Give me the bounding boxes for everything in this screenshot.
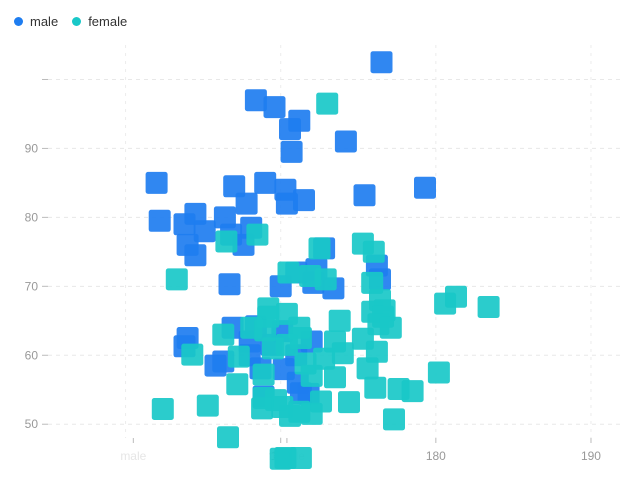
point-female[interactable]	[316, 92, 339, 115]
point-female[interactable]	[226, 373, 249, 396]
point-female[interactable]	[252, 363, 275, 386]
y-tick-label: 90	[25, 141, 39, 155]
point-male[interactable]	[193, 220, 216, 243]
point-female[interactable]	[328, 309, 351, 332]
point-male[interactable]	[414, 176, 436, 199]
legend: male female	[14, 14, 141, 29]
point-male[interactable]	[254, 171, 277, 194]
point-female[interactable]	[313, 347, 336, 370]
point-female[interactable]	[338, 391, 360, 414]
point-female[interactable]	[251, 397, 274, 420]
x-axis: 170180190malefemale	[120, 438, 601, 463]
point-female[interactable]	[364, 376, 387, 399]
point-female[interactable]	[215, 230, 238, 253]
data-points	[145, 51, 500, 470]
point-male[interactable]	[334, 130, 357, 153]
y-tick-label: 80	[25, 210, 39, 224]
point-male[interactable]	[263, 96, 286, 119]
point-female[interactable]	[254, 319, 277, 342]
point-female[interactable]	[165, 268, 188, 291]
y-tick-label: 70	[25, 279, 39, 293]
point-male[interactable]	[244, 89, 267, 112]
point-male[interactable]	[145, 171, 168, 194]
point-female[interactable]	[300, 364, 323, 387]
point-female[interactable]	[181, 343, 204, 366]
legend-label-male: male	[30, 14, 59, 29]
point-female[interactable]	[289, 447, 312, 469]
legend-swatch-female	[72, 17, 82, 26]
legend-label-female: female	[88, 14, 128, 29]
point-female[interactable]	[324, 366, 346, 389]
point-female[interactable]	[383, 408, 405, 431]
point-female[interactable]	[356, 357, 379, 380]
point-male[interactable]	[275, 192, 298, 215]
point-male[interactable]	[184, 244, 207, 267]
point-male[interactable]	[218, 273, 241, 296]
point-female[interactable]	[227, 345, 250, 368]
point-male[interactable]	[223, 175, 246, 198]
legend-item-female[interactable]: female	[72, 14, 127, 29]
point-female[interactable]	[477, 296, 500, 318]
legend-item-male[interactable]: male	[14, 14, 58, 29]
point-male[interactable]	[235, 192, 258, 215]
y-axis: 50 60 70 80 90	[25, 78, 48, 431]
legend-swatch-male	[14, 17, 23, 26]
point-female[interactable]	[277, 261, 300, 284]
point-male[interactable]	[370, 51, 393, 74]
point-female[interactable]	[246, 223, 269, 246]
point-female[interactable]	[362, 240, 385, 263]
point-female[interactable]	[151, 398, 174, 420]
point-female[interactable]	[401, 380, 424, 403]
point-female[interactable]	[427, 361, 450, 384]
point-male[interactable]	[148, 209, 171, 232]
point-male[interactable]	[293, 189, 315, 212]
point-female[interactable]	[361, 271, 384, 294]
point-female[interactable]	[299, 265, 322, 287]
x-tick-label: 180	[426, 449, 446, 463]
point-female[interactable]	[379, 316, 402, 339]
point-male[interactable]	[213, 206, 236, 229]
point-female[interactable]	[261, 337, 284, 360]
point-female[interactable]	[217, 426, 239, 449]
point-male[interactable]	[280, 140, 303, 163]
point-female[interactable]	[365, 340, 388, 363]
point-female[interactable]	[434, 292, 457, 315]
point-male[interactable]	[353, 184, 376, 207]
point-male[interactable]	[173, 213, 196, 236]
x-ghost-label: male	[120, 449, 146, 463]
point-female[interactable]	[212, 323, 235, 346]
x-tick-label: 190	[581, 449, 601, 463]
point-female[interactable]	[279, 404, 301, 427]
point-female[interactable]	[269, 447, 292, 470]
y-tick-label: 50	[25, 417, 39, 431]
point-female[interactable]	[331, 342, 354, 365]
point-male[interactable]	[279, 118, 301, 141]
point-female[interactable]	[308, 237, 331, 260]
y-tick-label: 60	[25, 348, 39, 362]
point-female[interactable]	[196, 394, 219, 417]
